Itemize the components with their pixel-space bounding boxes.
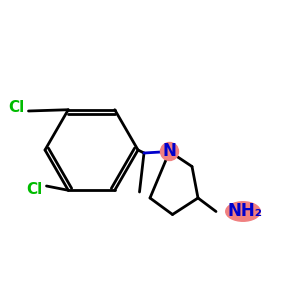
Ellipse shape (226, 202, 260, 221)
Text: Cl: Cl (8, 100, 25, 116)
Text: NH₂: NH₂ (227, 202, 262, 220)
Text: N: N (163, 142, 176, 160)
Ellipse shape (160, 142, 178, 160)
Text: Cl: Cl (26, 182, 43, 196)
